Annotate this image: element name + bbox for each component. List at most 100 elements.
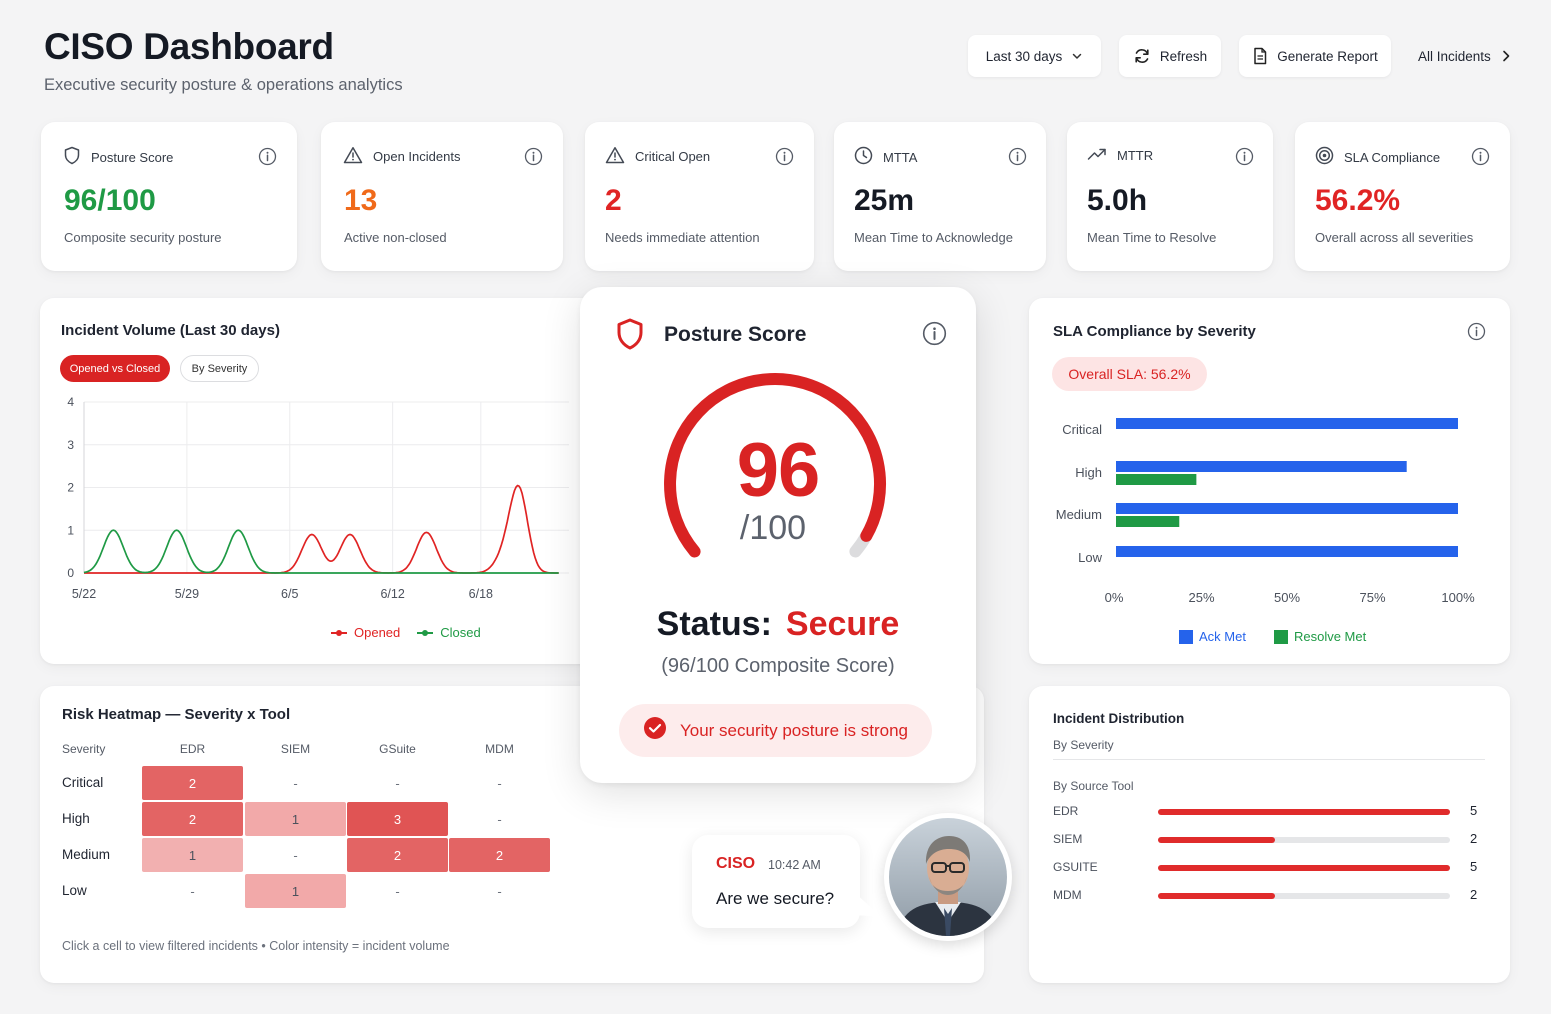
kpi-description: Mean Time to Acknowledge (854, 230, 1013, 245)
distribution-section-label: By Source Tool (1053, 779, 1134, 793)
heatmap-cell[interactable]: 2 (347, 838, 448, 872)
posture-message: Your security posture is strong (679, 720, 909, 740)
legend-label: Ack Met (1199, 629, 1246, 644)
heatmap-cell[interactable]: - (190, 883, 195, 899)
kpi-label: SLA Compliance (1344, 149, 1441, 165)
kpi-card-sla-compliance[interactable]: SLA Compliance 56.2% Overall across all … (1295, 122, 1510, 271)
x-tick-label: 6/5 (281, 587, 298, 601)
line-series-closed[interactable] (83, 529, 559, 574)
kpi-card-open-incidents[interactable]: Open Incidents 13 Active non-closed (321, 122, 563, 271)
kpi-card-mttr[interactable]: MTTR 5.0h Mean Time to Resolve (1067, 122, 1273, 271)
distribution-row[interactable]: GSUITE 5 (1053, 858, 1485, 878)
heatmap-cell[interactable]: 1 (245, 802, 346, 836)
category-label: Low (1078, 550, 1102, 565)
heatmap-cell[interactable]: - (497, 883, 502, 899)
heatmap-cell[interactable]: - (497, 775, 502, 791)
x-tick-label: 0% (1105, 590, 1124, 605)
info-icon[interactable] (775, 147, 794, 171)
tab-opened-vs-closed[interactable]: Opened vs Closed (60, 355, 170, 382)
bar-ack-met[interactable] (1116, 461, 1407, 472)
heatmap-column-header: EDR (179, 742, 206, 756)
distribution-bar-fill (1158, 865, 1450, 871)
category-label: Medium (1056, 507, 1102, 522)
x-tick-label: 75% (1359, 590, 1385, 605)
bar-ack-met[interactable] (1116, 546, 1458, 557)
heatmap-cell[interactable]: 3 (347, 802, 448, 836)
heatmap-row-label: High (62, 811, 90, 826)
all-incidents-link[interactable]: All Incidents (1418, 35, 1511, 77)
person-avatar-icon (889, 818, 1007, 936)
posture-gauge (664, 373, 886, 558)
info-icon[interactable] (922, 321, 947, 351)
heatmap-cell[interactable]: - (293, 775, 298, 791)
kpi-value: 2 (605, 184, 622, 217)
risk-heatmap-title: Risk Heatmap — Severity x Tool (62, 706, 291, 723)
x-tick-label: 50% (1274, 590, 1300, 605)
clock-icon (854, 146, 873, 168)
distribution-row[interactable]: MDM 2 (1053, 886, 1485, 906)
distribution-title: Incident Distribution (1053, 711, 1185, 726)
legend-opened[interactable]: Opened (330, 625, 400, 640)
kpi-card-critical-open[interactable]: Critical Open 2 Needs immediate attentio… (585, 122, 814, 271)
heatmap-cell[interactable]: 2 (142, 802, 243, 836)
heatmap-cell[interactable]: - (395, 883, 400, 899)
distribution-value: 2 (1470, 887, 1478, 902)
date-range-select[interactable]: Last 30 days (968, 35, 1101, 77)
tab-by-severity[interactable]: By Severity (180, 355, 259, 382)
info-icon[interactable] (1235, 147, 1254, 171)
legend-label: Resolve Met (1293, 629, 1367, 644)
y-tick-label: 3 (67, 438, 74, 452)
distribution-subtitle[interactable]: By Severity (1053, 738, 1114, 752)
bar-ack-met[interactable] (1116, 418, 1458, 429)
refresh-button[interactable]: Refresh (1119, 35, 1221, 77)
x-tick-label: 5/22 (72, 587, 96, 601)
kpi-card-mtta[interactable]: MTTA 25m Mean Time to Acknowledge (834, 122, 1046, 271)
heatmap-cell[interactable]: - (293, 847, 298, 863)
line-series-opened[interactable] (84, 484, 559, 574)
legend-closed[interactable]: Closed (416, 625, 481, 640)
chat-bubble: CISO 10:42 AM Are we secure? (692, 835, 860, 928)
heatmap-cell[interactable]: 1 (142, 838, 243, 872)
bar-ack-met[interactable] (1116, 503, 1458, 514)
divider (1053, 759, 1485, 760)
heatmap-cell[interactable]: 1 (245, 874, 346, 908)
status-label: Status: (656, 605, 772, 643)
bar-resolve-met[interactable] (1116, 474, 1197, 485)
distribution-row[interactable]: EDR 5 (1053, 802, 1485, 822)
heatmap-cell[interactable]: - (497, 811, 502, 827)
heatmap-row-label: Low (62, 883, 87, 898)
sla-compliance-title: SLA Compliance by Severity (1053, 323, 1256, 340)
chat-message: Are we secure? (716, 889, 835, 908)
generate-report-button[interactable]: Generate Report (1239, 35, 1391, 77)
generate-report-label: Generate Report (1277, 48, 1378, 64)
composite-score-text: (96/100 Composite Score) (661, 655, 895, 677)
document-icon (1254, 47, 1267, 65)
heatmap-cell[interactable]: 2 (449, 838, 550, 872)
distribution-row[interactable]: SIEM 2 (1053, 830, 1485, 850)
kpi-card-posture-score[interactable]: Posture Score 96/100 Composite security … (41, 122, 297, 271)
status-value: Secure (785, 605, 900, 643)
legend-resolve-met[interactable]: Resolve Met (1273, 629, 1367, 644)
avatar[interactable] (884, 813, 1012, 941)
date-range-label: Last 30 days (985, 48, 1063, 64)
heatmap-column-header: MDM (485, 742, 514, 756)
kpi-value: 5.0h (1087, 184, 1148, 217)
chat-bubble-tail (855, 893, 882, 917)
sla-legend: Ack Met Resolve Met (1179, 629, 1366, 644)
chevron-right-icon (1502, 50, 1510, 62)
page-subtitle: Executive security posture & operations … (44, 76, 403, 94)
distribution-bar-track (1158, 893, 1450, 899)
kpi-value: 13 (344, 184, 378, 217)
info-icon[interactable] (258, 147, 277, 171)
bar-resolve-met[interactable] (1116, 516, 1180, 527)
info-icon[interactable] (1008, 147, 1027, 171)
legend-ack-met[interactable]: Ack Met (1179, 629, 1246, 644)
info-icon[interactable] (1467, 322, 1486, 346)
info-icon[interactable] (524, 147, 543, 171)
heatmap-cell[interactable]: - (395, 775, 400, 791)
page-title: CISO Dashboard (44, 26, 334, 67)
info-icon[interactable] (1471, 147, 1490, 171)
x-tick-label: 100% (1441, 590, 1475, 605)
category-label: Critical (1062, 422, 1102, 437)
heatmap-cell[interactable]: 2 (142, 766, 243, 800)
